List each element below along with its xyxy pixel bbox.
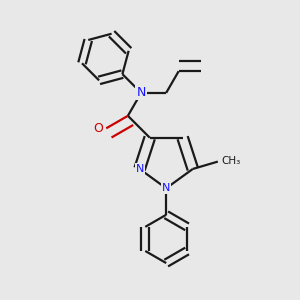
- Text: CH₃: CH₃: [221, 156, 241, 166]
- Text: N: N: [162, 183, 170, 193]
- Text: O: O: [93, 122, 103, 135]
- Text: N: N: [136, 86, 146, 99]
- Text: N: N: [135, 164, 144, 174]
